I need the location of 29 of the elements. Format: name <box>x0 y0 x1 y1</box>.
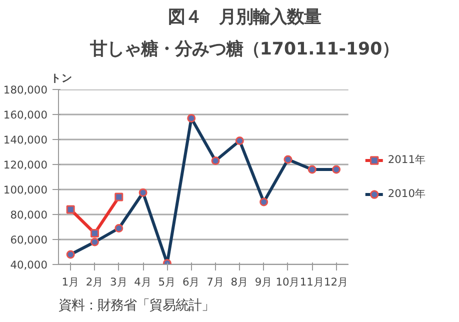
x-tick-label: 12月 <box>324 276 349 288</box>
x-tick-label: 8月 <box>230 276 249 288</box>
x-tick-label: 10月 <box>276 276 300 288</box>
y-tick-label: 160,000 <box>3 108 48 122</box>
x-tick-label: 4月 <box>134 276 152 288</box>
y-tick-label: 60,000 <box>10 234 48 246</box>
y-tick-label: 100,000 <box>3 184 48 196</box>
point <box>114 192 124 202</box>
x-tick-label: 3月 <box>110 276 128 288</box>
point <box>90 229 99 238</box>
point <box>66 205 75 214</box>
x-tick-label: 9月 <box>254 276 273 288</box>
legend-label: 2010年 <box>388 186 426 200</box>
legend-label: 2011年 <box>388 152 426 166</box>
x-tick-label: 7月 <box>206 276 224 288</box>
x-tick-label: 2月 <box>86 276 104 288</box>
y-tick-label: 140,000 <box>3 134 48 146</box>
text: 資料：財務省「貿易統計」 <box>58 298 214 314</box>
y-tick-label: 120,000 <box>3 158 48 172</box>
x-tick-label: 5月 <box>158 276 176 288</box>
chart-title: 図４ 月別輸入数量 <box>168 8 321 28</box>
y-axis-title: トン <box>50 72 72 84</box>
y-tick-label: 180,000 <box>3 84 48 96</box>
y-tick-label: 80,000 <box>10 208 48 222</box>
chart-subtitle: 甘しゃ糖・分みつ糖（1701.11-190） <box>88 40 400 60</box>
x-tick-label: 6月 <box>182 276 200 288</box>
x-tick-label: 11月 <box>300 276 324 288</box>
y-tick-label: 40,000 <box>10 258 48 272</box>
x-tick-label: 1月 <box>62 276 80 288</box>
